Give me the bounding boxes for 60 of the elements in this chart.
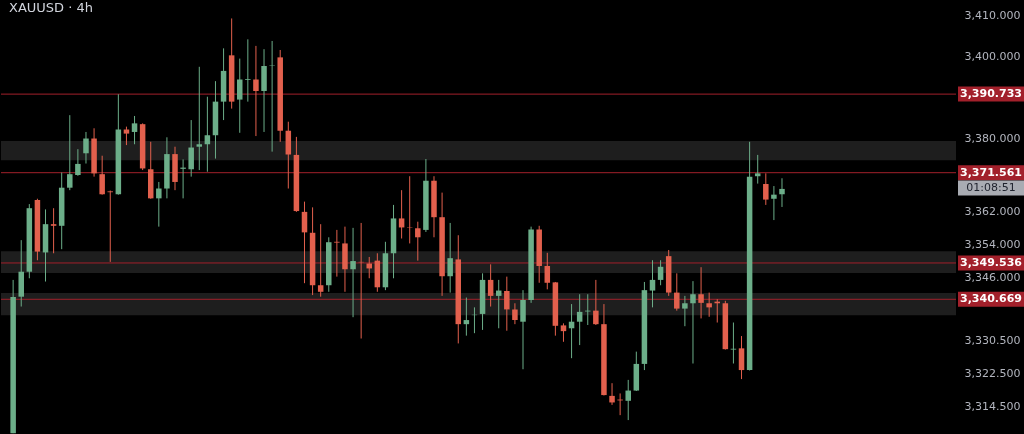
y-tick-label: 3,346.000 — [964, 270, 1021, 284]
candlestick — [50, 207, 57, 254]
y-tick-label: 3,314.500 — [964, 400, 1021, 414]
y-tick-label: 3,330.500 — [964, 334, 1021, 348]
candlestick — [763, 172, 769, 206]
ref-line-label: 3,390.733 — [960, 87, 1022, 101]
y-tick-label: 3,400.000 — [964, 49, 1021, 63]
candlestick — [520, 289, 526, 370]
y-tick-label: 3,322.500 — [964, 367, 1021, 381]
candlestick — [779, 177, 785, 208]
candlestick — [754, 154, 761, 185]
candlestick — [107, 190, 114, 263]
candlestick — [398, 189, 405, 240]
candlestick — [674, 272, 680, 312]
candlestick — [771, 185, 777, 221]
candlestick — [690, 280, 696, 365]
ref-line-label: 3,371.561 — [960, 165, 1022, 179]
y-tick-label: 3,362.000 — [964, 205, 1021, 219]
candlestick — [83, 131, 89, 165]
chart-title: XAUUSD · 4h — [9, 0, 93, 15]
y-tick-label: 3,380.000 — [964, 131, 1021, 145]
candlestick — [285, 121, 292, 190]
candlestick — [649, 259, 656, 308]
candlestick — [99, 155, 105, 196]
candlestick — [156, 181, 162, 228]
y-tick-label: 3,354.000 — [964, 238, 1021, 252]
text: 01:08:51 — [966, 181, 1016, 194]
candlestick — [317, 223, 324, 298]
candlestick — [67, 114, 73, 191]
candlestick — [625, 379, 631, 421]
candlestick — [131, 115, 138, 145]
ref-line-label: 3,340.669 — [960, 292, 1022, 306]
candlestick — [504, 276, 510, 332]
candlestick — [237, 58, 243, 134]
candlestick — [560, 322, 567, 343]
candlestick — [512, 302, 518, 325]
candlestick — [75, 148, 81, 177]
candlestick — [609, 382, 615, 406]
candlestick — [245, 38, 251, 103]
candlestick — [576, 293, 583, 346]
candlestick — [253, 45, 259, 137]
candlestick — [682, 295, 688, 327]
y-tick-label: 3,410.000 — [964, 8, 1021, 22]
candlestick — [544, 252, 551, 290]
candlestick — [196, 66, 203, 171]
candlestick — [593, 279, 599, 326]
candlestick — [188, 119, 194, 178]
candlestick — [706, 292, 712, 318]
candlestick — [657, 259, 664, 286]
ref-line-label: 3,349.536 — [960, 255, 1023, 269]
candlestick — [334, 229, 340, 278]
candlestick — [730, 322, 737, 365]
candlestick — [415, 221, 421, 262]
candlestick — [447, 222, 453, 294]
candlestick — [350, 227, 356, 318]
candlestick — [487, 263, 494, 308]
candlestick — [204, 96, 211, 173]
candlestick — [738, 335, 745, 380]
candlestick — [698, 266, 704, 319]
candlestick — [406, 175, 413, 244]
